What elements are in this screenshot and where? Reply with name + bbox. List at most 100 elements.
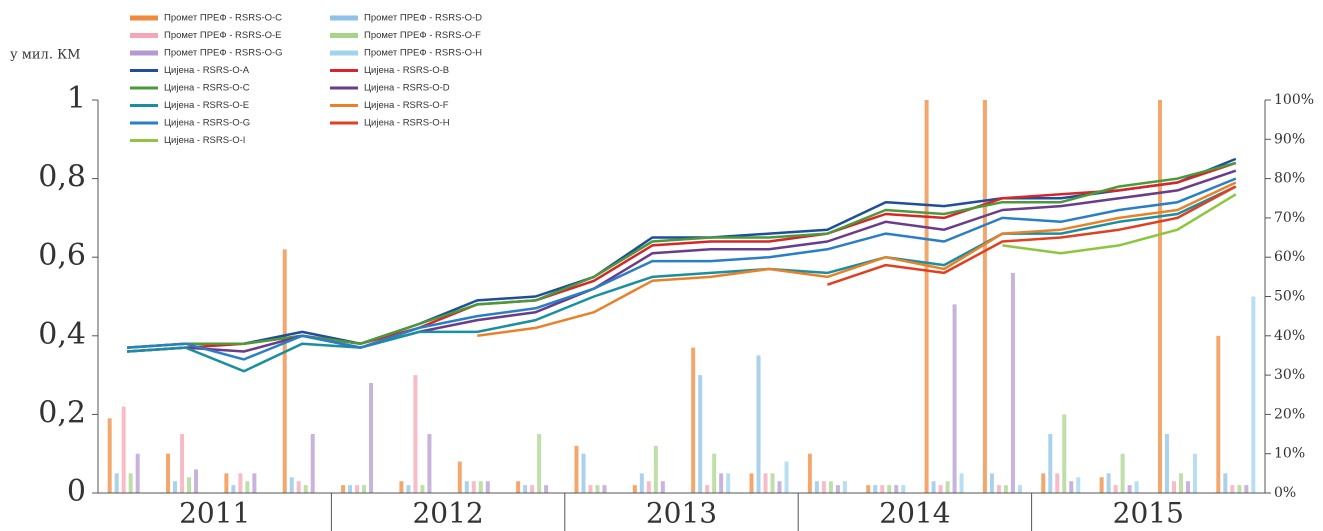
volume-bar: [938, 485, 943, 493]
x-tick-label: 2014: [879, 497, 950, 530]
x-tick-label: 2011: [179, 497, 250, 530]
volume-bar: [406, 485, 411, 493]
volume-bar: [427, 434, 432, 493]
volume-bar: [726, 473, 731, 493]
volume-bar: [180, 434, 185, 493]
legend-label: Цијена - RSRS-O-A: [164, 65, 250, 76]
volume-bar: [901, 485, 906, 493]
volume-bar: [1127, 485, 1132, 493]
volume-bar: [873, 485, 878, 493]
volume-bar: [784, 461, 789, 493]
legend-label: Цијена - RSRS-O-D: [364, 83, 450, 94]
y-tick-label: 1: [67, 81, 86, 116]
volume-bar: [537, 434, 542, 493]
volume-bar: [646, 481, 651, 493]
volume-bar: [588, 485, 593, 493]
y-tick-label: 0,2: [38, 395, 86, 430]
volume-bar: [166, 453, 171, 493]
volume-bar: [173, 481, 178, 493]
volume-bar: [931, 481, 936, 493]
price-line: [1002, 193, 1237, 255]
price-line: [827, 185, 1237, 286]
x-tick-label: 2015: [1113, 497, 1184, 530]
volume-bar: [866, 485, 871, 493]
legend-label: Цијена - RSRS-O-B: [364, 65, 449, 76]
y-tick-label: 0: [67, 474, 86, 509]
volume-bar: [1010, 272, 1015, 493]
volume-bar: [245, 481, 250, 493]
volume-bar: [1164, 434, 1169, 493]
volume-bar: [1223, 473, 1228, 493]
volume-bar: [698, 375, 703, 493]
volume-bar: [945, 481, 950, 493]
volume-bar: [1041, 473, 1046, 493]
volume-bar: [530, 485, 535, 493]
volume-bar: [1113, 485, 1118, 493]
volume-bar: [224, 473, 229, 493]
volume-bar: [1069, 481, 1074, 493]
volume-bar: [763, 473, 768, 493]
volume-bar: [712, 453, 717, 493]
legend-label: Промет ПРЕФ - RSRS-O-C: [164, 13, 282, 24]
volume-bar: [369, 382, 374, 493]
volume-bar: [362, 485, 367, 493]
y2-tick-label: 60%: [1274, 249, 1305, 265]
price-line: [127, 161, 1237, 353]
volume-bar: [842, 481, 847, 493]
volume-bar: [107, 418, 112, 493]
x-tick-label: 2012: [412, 497, 483, 530]
volume-bar: [835, 485, 840, 493]
volume-bar: [1076, 477, 1081, 493]
legend-label: Цијена - RSRS-O-I: [164, 135, 245, 146]
volume-bar: [420, 485, 425, 493]
volume-bar: [887, 485, 892, 493]
volume-bar: [1192, 453, 1197, 493]
volume-bar: [959, 473, 964, 493]
volume-bar: [756, 355, 761, 493]
volume-bar: [128, 473, 133, 493]
volume-bar: [924, 100, 929, 493]
volume-bar: [187, 477, 192, 493]
volume-bar: [413, 375, 418, 493]
volume-bar: [814, 481, 819, 493]
volume-bar: [289, 477, 294, 493]
volume-bar: [880, 485, 885, 493]
y2-tick-label: 50%: [1274, 289, 1305, 305]
y-tick-label: 0,8: [38, 160, 86, 195]
volume-bar: [457, 461, 462, 493]
volume-bar: [523, 485, 528, 493]
volume-bar: [639, 473, 644, 493]
legend-label: Промет ПРЕФ - RSRS-O-H: [364, 48, 482, 59]
volume-bar: [121, 406, 126, 493]
volume-bar: [1048, 434, 1053, 493]
legend-label: Цијена - RSRS-O-C: [164, 83, 250, 94]
y-tick-label: 0,4: [38, 317, 86, 352]
volume-bar: [1230, 485, 1235, 493]
volume-bar: [355, 485, 360, 493]
volume-bar: [595, 485, 600, 493]
volume-bar: [135, 453, 140, 493]
y2-tick-label: 80%: [1274, 171, 1305, 187]
volume-bar: [282, 249, 287, 493]
y2-tick-label: 30%: [1274, 367, 1305, 383]
y2-tick-label: 70%: [1274, 210, 1305, 226]
x-tick-label: 2013: [646, 497, 717, 530]
volume-bar: [705, 485, 710, 493]
legend-label: Промет ПРЕФ - RSRS-O-E: [164, 30, 282, 41]
volume-bar: [231, 485, 236, 493]
volume-bar: [581, 453, 586, 493]
volume-bar: [777, 481, 782, 493]
price-line: [127, 177, 1237, 361]
legend-label: Цијена - RSRS-O-G: [164, 118, 250, 129]
volume-bar: [1062, 414, 1067, 493]
volume-bar: [660, 481, 665, 493]
volume-bar: [602, 485, 607, 493]
y2-tick-label: 40%: [1274, 328, 1305, 344]
y2-tick-label: 0%: [1274, 485, 1296, 501]
volume-bar: [821, 481, 826, 493]
volume-bar: [478, 481, 483, 493]
volume-bar: [1120, 453, 1125, 493]
legend-label: Промет ПРЕФ - RSRS-O-F: [364, 30, 481, 41]
volume-bar: [341, 485, 346, 493]
volume-bar: [1157, 100, 1162, 493]
